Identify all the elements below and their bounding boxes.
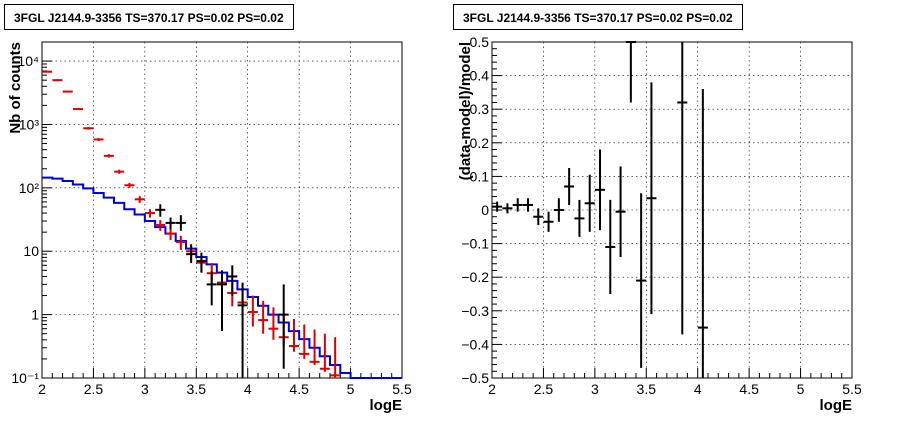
right-y-tick-label: 0.4	[470, 68, 490, 84]
right-y-tick-label: −0.2	[461, 269, 489, 285]
left-y-tick-label: 1	[31, 307, 39, 323]
left-x-tick-label: 4.5	[289, 381, 309, 397]
right-x-tick-label: 4	[694, 381, 702, 397]
left-y-axis-label: Nb of counts	[7, 42, 24, 134]
left-y-tick-label: 10²	[19, 180, 40, 196]
right-y-tick-label: −0.5	[461, 370, 489, 386]
left-x-tick-label: 5	[347, 381, 355, 397]
left-x-axis-label: logE	[370, 397, 403, 414]
right-y-tick-label: 0.1	[470, 168, 490, 184]
right-y-tick-label: 0	[481, 202, 489, 218]
left-y-tick-label: 10⁻¹	[11, 370, 39, 386]
left-x-tick-label: 2	[38, 381, 46, 397]
right-x-tick-label: 3.5	[637, 381, 657, 397]
right-x-axis-label: logE	[820, 397, 853, 414]
right-x-tick-label: 4.5	[739, 381, 759, 397]
right-y-tick-label: −0.1	[461, 236, 489, 252]
right-x-tick-label: 3	[591, 381, 599, 397]
right-y-axis-label: (data-model)/model	[457, 42, 474, 180]
right-y-tick-label: −0.4	[461, 336, 489, 352]
left-plot-frame	[41, 41, 403, 379]
right-y-tick-label: 0.2	[470, 135, 490, 151]
right-y-tick-label: 0.3	[470, 101, 490, 117]
right-x-tick-label: 2	[488, 381, 496, 397]
left-y-tick-label: 10⁴	[17, 53, 39, 69]
right-x-tick-label: 5.5	[842, 381, 862, 397]
left-x-tick-label: 5.5	[392, 381, 412, 397]
right-y-tick-label: −0.3	[461, 303, 489, 319]
right-y-tick-label: 0.5	[470, 34, 490, 50]
left-x-tick-label: 2.5	[84, 381, 104, 397]
left-x-tick-label: 3.5	[187, 381, 207, 397]
right-x-tick-label: 5	[797, 381, 805, 397]
left-x-tick-label: 4	[244, 381, 252, 397]
left-y-tick-label: 10	[23, 243, 39, 259]
right-x-tick-label: 2.5	[534, 381, 554, 397]
right-plot-title: 3FGL J2144.9-3356 TS=370.17 PS=0.02 PS=0…	[453, 4, 743, 30]
left-x-tick-label: 3	[141, 381, 149, 397]
left-y-tick-label: 10³	[19, 116, 40, 132]
left-plot-title: 3FGL J2144.9-3356 TS=370.17 PS=0.02 PS=0…	[4, 4, 294, 30]
